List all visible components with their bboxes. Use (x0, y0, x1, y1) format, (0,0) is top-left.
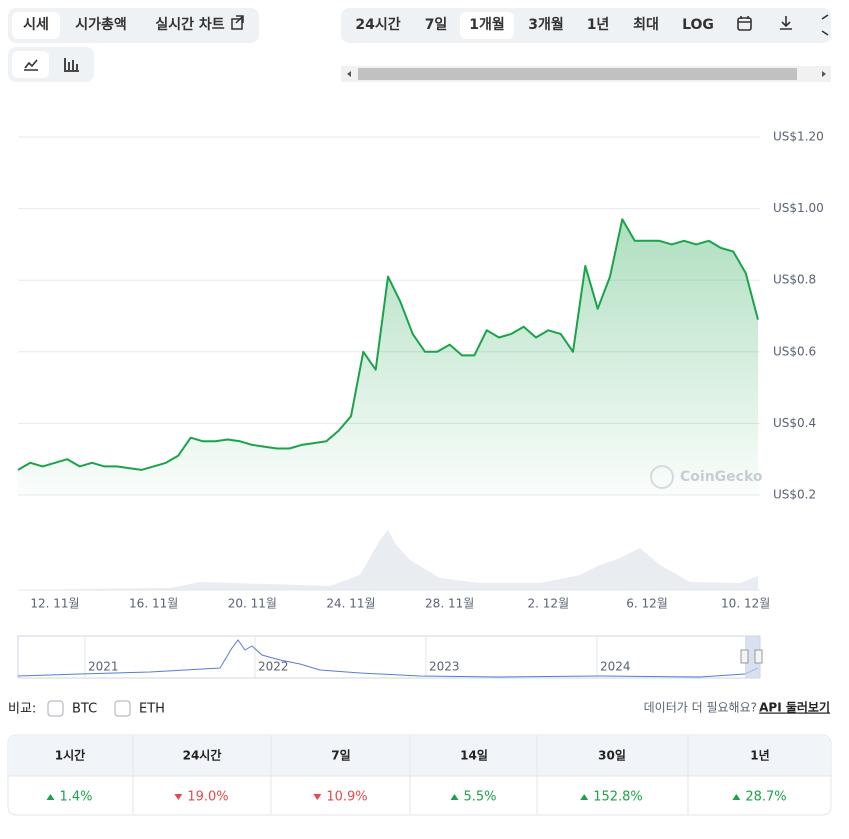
scroll-left[interactable] (347, 71, 351, 77)
range-button[interactable]: 3개월 (528, 16, 564, 33)
trend-arrow (174, 794, 183, 800)
x-tick-label: 12. 11월 (30, 597, 79, 611)
x-tick-label: 24. 11월 (326, 597, 375, 611)
change-value: 5.5% (463, 790, 496, 805)
change-value: 28.7% (745, 790, 786, 805)
y-tick-label: US$1.20 (773, 130, 824, 144)
api-question: 데이터가 더 필요해요? (644, 701, 757, 715)
range-button[interactable]: 24시간 (355, 16, 400, 33)
x-tick-label: 10. 12월 (721, 597, 770, 611)
column-header: 30일 (598, 749, 626, 763)
y-tick-label: US$0.8 (773, 273, 816, 287)
change-value: 152.8% (593, 790, 643, 805)
candle-icon[interactable] (64, 58, 79, 72)
x-tick-label: 16. 11월 (129, 597, 178, 611)
compare-label: 비교: (8, 702, 36, 717)
navigator-window[interactable] (745, 636, 760, 678)
year-label: 2023 (429, 660, 460, 674)
y-tick-label: US$0.2 (773, 488, 816, 502)
active-tab[interactable] (12, 12, 60, 39)
navigator-handle[interactable] (754, 649, 763, 664)
tab[interactable]: 실시간 차트 (155, 16, 224, 33)
tab[interactable]: 시가총액 (75, 16, 127, 33)
year-label: 2022 (258, 660, 289, 674)
navigator[interactable] (17, 635, 761, 679)
column-header: 7일 (331, 749, 350, 763)
x-tick-label: 2. 12월 (528, 597, 570, 611)
calendar-icon[interactable] (737, 16, 752, 31)
navigator-line (17, 639, 759, 678)
trend-arrow (580, 794, 589, 800)
x-tick-label: 28. 11월 (425, 597, 474, 611)
column-header: 14일 (460, 749, 488, 763)
price-line (17, 218, 759, 471)
x-tick-label: 6. 12월 (626, 597, 668, 611)
trend-arrow (732, 794, 741, 800)
tab-group (8, 8, 259, 43)
range-button[interactable]: 최대 (633, 17, 659, 33)
change-value: 10.9% (326, 790, 367, 805)
price-area (18, 219, 758, 496)
column-header: 24시간 (183, 748, 222, 763)
checkbox[interactable] (47, 700, 64, 717)
range-button[interactable]: LOG (682, 17, 714, 33)
active-range[interactable] (460, 12, 514, 39)
tab[interactable]: 시세 (23, 17, 49, 33)
compare-option[interactable]: BTC (72, 702, 97, 717)
volume-area (18, 530, 758, 590)
range-button[interactable]: 7일 (425, 17, 448, 33)
table-header (9, 736, 830, 776)
expand-icon[interactable] (821, 14, 829, 36)
scroll-right[interactable] (822, 71, 826, 77)
column-header: 1년 (750, 749, 769, 763)
y-tick-label: US$1.00 (773, 201, 824, 215)
y-tick-label: US$0.6 (773, 344, 816, 358)
column-header: 1시간 (55, 748, 85, 763)
navigator-handle[interactable] (740, 649, 749, 664)
range-button[interactable]: 1년 (587, 17, 610, 33)
y-tick-label: US$0.4 (773, 416, 816, 430)
compare-option[interactable]: ETH (139, 702, 165, 717)
change-value: 19.0% (187, 790, 228, 805)
watermark: CoinGecko (680, 469, 763, 485)
checkbox[interactable] (114, 700, 131, 717)
external-icon (231, 15, 244, 30)
scroll-thumb[interactable] (358, 68, 797, 80)
x-tick-label: 20. 11월 (228, 597, 277, 611)
api-link[interactable]: API 둘러보기 (759, 700, 830, 715)
year-label: 2024 (600, 660, 631, 674)
change-value: 1.4% (59, 790, 92, 805)
range-button[interactable]: 1개월 (469, 16, 505, 33)
line-icon (24, 59, 38, 71)
trend-arrow (313, 794, 322, 800)
year-label: 2021 (88, 660, 119, 674)
watermark-logo (650, 465, 674, 489)
download-icon[interactable] (780, 16, 792, 30)
trend-arrow (46, 794, 55, 800)
trend-arrow (450, 794, 459, 800)
